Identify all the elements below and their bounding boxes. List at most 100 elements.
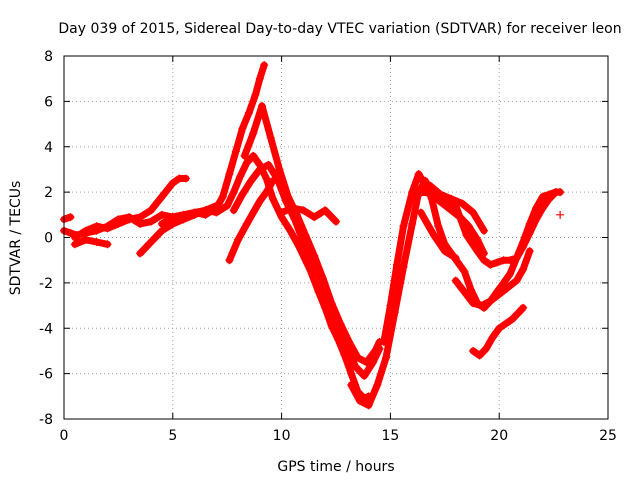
data-point-marker (371, 346, 380, 355)
data-point-marker (240, 151, 249, 160)
data-point-marker (238, 190, 247, 199)
data-point-marker (364, 401, 373, 410)
data-point-marker (212, 208, 221, 217)
series-outlier-1 (556, 210, 565, 219)
data-point-marker (136, 213, 145, 222)
data-point-marker (486, 297, 495, 306)
data-point-marker (92, 238, 101, 247)
data-point-marker (157, 192, 166, 201)
y-tick-label: 2 (44, 185, 53, 201)
data-point-marker (347, 380, 356, 389)
data-point-marker (136, 249, 145, 258)
data-point-marker (157, 210, 166, 219)
series-line (278, 204, 340, 226)
data-point-marker (462, 231, 471, 240)
series-arc-13 (419, 188, 565, 269)
data-point-marker (125, 215, 134, 224)
data-point-marker (168, 213, 177, 222)
data-point-marker (479, 226, 488, 235)
data-point-marker (262, 174, 271, 183)
data-point-marker (486, 260, 495, 269)
data-point-marker (157, 226, 166, 235)
data-point-marker (255, 74, 264, 83)
data-point-marker (556, 188, 565, 197)
y-tick-label: -4 (39, 321, 53, 337)
data-point-marker (179, 210, 188, 219)
series-arc-15 (416, 208, 460, 262)
data-point-marker (229, 206, 238, 215)
data-point-marker (275, 165, 284, 174)
data-point-marker (473, 247, 482, 256)
data-point-marker (314, 287, 323, 296)
data-point-marker (147, 206, 156, 215)
data-point-marker (345, 337, 354, 346)
y-tick-label: 6 (44, 94, 53, 110)
data-point-marker (318, 274, 327, 283)
data-point-marker (514, 308, 523, 317)
data-point-marker (460, 287, 469, 296)
series-layer (60, 61, 565, 410)
data-point-marker (244, 108, 253, 117)
data-point-marker (473, 235, 482, 244)
data-point-marker (147, 238, 156, 247)
data-point-marker (466, 285, 475, 294)
data-point-marker (223, 201, 232, 210)
data-point-marker (277, 208, 286, 217)
data-point-marker (310, 213, 319, 222)
data-point-marker (392, 260, 401, 269)
data-point-marker (506, 256, 515, 265)
data-point-marker (408, 188, 417, 197)
x-axis-label: GPS time / hours (277, 459, 394, 475)
data-point-marker (295, 242, 304, 251)
data-point-marker (147, 217, 156, 226)
data-point-marker (495, 324, 504, 333)
data-point-marker (229, 188, 238, 197)
data-point-marker (251, 90, 260, 99)
data-point-marker (379, 337, 388, 346)
data-point-marker (495, 290, 504, 299)
data-point-marker (249, 129, 258, 138)
data-point-marker (425, 181, 434, 190)
data-point-marker (242, 219, 251, 228)
data-point-marker (503, 283, 512, 292)
data-point-marker (532, 215, 541, 224)
y-tick-label: 4 (44, 140, 53, 156)
y-tick-label: -2 (39, 276, 53, 292)
y-tick-label: 0 (44, 231, 53, 247)
series-arc-9 (240, 101, 384, 367)
data-point-marker (493, 258, 502, 267)
data-point-marker (440, 247, 449, 256)
data-point-marker (451, 253, 460, 262)
data-point-marker (460, 267, 469, 276)
data-point-marker (321, 206, 330, 215)
data-point-marker (414, 190, 423, 199)
data-point-marker (66, 213, 75, 222)
data-point-marker (512, 253, 521, 262)
data-point-marker (264, 160, 273, 169)
data-point-marker (451, 276, 460, 285)
tick-layer: 0 5 10 15 20 25 -8 -6 -4 -2 0 2 4 6 8 (39, 49, 617, 444)
y-tick-label: -8 (39, 412, 53, 428)
data-point-marker (70, 240, 79, 249)
data-point-marker (355, 396, 364, 405)
data-point-marker (255, 165, 264, 174)
data-point-marker (284, 192, 293, 201)
series-arc-14 (414, 181, 488, 235)
data-point-marker (501, 319, 510, 328)
data-point-marker (225, 256, 234, 265)
data-point-marker (479, 256, 488, 265)
data-point-marker (482, 344, 491, 353)
data-point-marker (469, 208, 478, 217)
data-point-marker (353, 353, 362, 362)
data-point-marker (236, 172, 245, 181)
data-point-marker (103, 240, 112, 249)
x-tick-label: 10 (273, 428, 291, 444)
data-point-marker (81, 226, 90, 235)
data-point-marker (469, 346, 478, 355)
data-point-marker (519, 265, 528, 274)
data-point-marker (488, 333, 497, 342)
data-point-marker (92, 222, 101, 231)
data-point-marker (286, 226, 295, 235)
y-tick-label: 8 (44, 49, 53, 65)
data-point-marker (556, 210, 565, 219)
